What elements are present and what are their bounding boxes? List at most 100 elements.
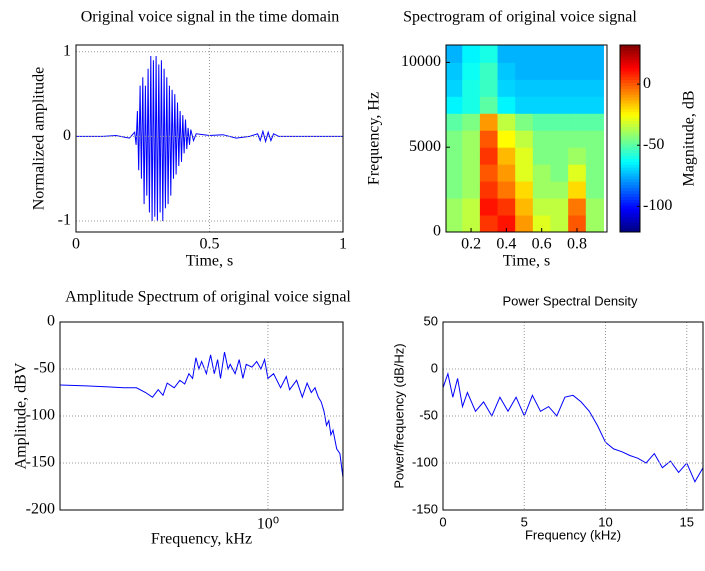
heatmap-cell — [515, 215, 534, 232]
heatmap-cell — [497, 164, 516, 182]
colorbar-segment — [620, 156, 640, 160]
panel-title: Power Spectral Density — [502, 293, 638, 308]
heatmap-cell — [515, 130, 534, 148]
colorbar-segment — [620, 65, 640, 69]
signal-line — [76, 55, 343, 222]
heatmap-cell — [568, 79, 587, 97]
heatmap-cell — [446, 79, 463, 97]
heatmap-cell — [532, 198, 552, 216]
heatmap-cell — [462, 45, 481, 63]
heatmap-cell — [515, 113, 534, 131]
heatmap-cell — [462, 164, 481, 182]
x-tick-label: 0.8 — [567, 236, 587, 253]
colorbar-segment — [620, 120, 640, 125]
y-tick-label: -50 — [34, 360, 55, 377]
colorbar-segment — [620, 71, 640, 75]
x-axis-label: Time, s — [186, 253, 233, 270]
heatmap-cell — [550, 62, 569, 80]
heatmap-cell — [497, 198, 516, 216]
heatmap — [446, 45, 604, 232]
heatmap-cell — [550, 164, 569, 182]
heatmap-cell — [568, 96, 587, 114]
heatmap-cell — [497, 147, 516, 165]
x-tick-label: 0 — [439, 514, 446, 529]
heatmap-cell — [532, 62, 552, 80]
heatmap-cell — [585, 181, 604, 199]
colorbar-segment — [620, 56, 640, 61]
colorbar-segment — [620, 50, 640, 55]
heatmap-cell — [462, 113, 481, 131]
colorbar-segment — [620, 176, 640, 180]
y-axis-label: Power/frequency (dB/Hz) — [391, 343, 406, 488]
colorbar-segment — [620, 129, 640, 134]
x-tick-label: 1 — [339, 236, 347, 253]
heatmap-cell — [479, 96, 499, 114]
colorbar-segment — [620, 138, 640, 142]
y-tick-label: 1 — [63, 42, 71, 59]
heatmap-cell — [550, 45, 569, 63]
x-tick-label: 15 — [680, 514, 694, 529]
colorbar-segment — [620, 100, 640, 104]
colorbar-segment — [620, 118, 640, 122]
colorbar-segment — [620, 147, 640, 151]
axes-frame — [75, 44, 344, 233]
colorbar-segment — [620, 226, 640, 230]
heatmap-cell — [462, 130, 481, 148]
colorbar-segment — [620, 112, 640, 116]
heatmap-cell — [550, 198, 569, 216]
panel-title: Spectrogram of original voice signal — [403, 9, 637, 26]
heatmap-cell — [515, 164, 534, 182]
heatmap-cell — [532, 130, 552, 148]
heatmap-cell — [446, 215, 463, 232]
heatmap-cell — [515, 62, 534, 80]
colorbar-segment — [620, 126, 640, 131]
heatmap-cell — [479, 79, 499, 97]
heatmap-cell — [585, 62, 604, 80]
colorbar-segment — [620, 164, 640, 169]
y-axis-label: Frequency, Hz — [366, 92, 383, 185]
y-tick-label: 0 — [433, 223, 441, 240]
colorbar-segment — [620, 170, 640, 175]
x-tick-label: 0.6 — [532, 236, 552, 253]
heatmap-cell — [568, 181, 587, 199]
colorbar-segment — [620, 194, 640, 198]
colorbar-tick-label: -50 — [643, 136, 664, 153]
colorbar-segment — [620, 182, 640, 186]
colorbar-segment — [620, 167, 640, 172]
heatmap-cell — [479, 147, 499, 165]
x-tick-label: 10 — [598, 514, 612, 529]
colorbar-segment — [620, 47, 640, 52]
heatmap-cell — [550, 79, 569, 97]
heatmap-cell — [550, 96, 569, 114]
x-tick-label: 0 — [72, 236, 80, 253]
signal-line — [443, 371, 703, 483]
heatmap-cell — [515, 181, 534, 199]
colorbar-segment — [620, 135, 640, 139]
y-tick-label: -1 — [58, 212, 71, 229]
x-tick-label: 0.4 — [496, 236, 516, 253]
heatmap-cell — [446, 164, 463, 182]
y-tick-label: 10000 — [401, 53, 441, 70]
x-tick-label: 5 — [521, 514, 528, 529]
heatmap-cell — [532, 147, 552, 165]
heatmap-cell — [515, 45, 534, 63]
heatmap-cell — [462, 62, 481, 80]
x-axis-label: Time, s — [503, 253, 550, 270]
colorbar-segment — [620, 106, 640, 110]
heatmap-cell — [479, 215, 499, 232]
heatmap-cell — [515, 198, 534, 216]
heatmap-cell — [585, 113, 604, 131]
heatmap-cell — [515, 96, 534, 114]
colorbar-segment — [620, 161, 640, 166]
heatmap-cell — [497, 96, 516, 114]
colorbar-segment — [620, 158, 640, 163]
colorbar-segment — [620, 150, 640, 154]
y-tick-label: -100 — [412, 454, 438, 469]
heatmap-cell — [532, 164, 552, 182]
colorbar-segment — [620, 223, 640, 227]
heatmap-cell — [515, 79, 534, 97]
heatmap-cell — [479, 164, 499, 182]
colorbar-segment — [620, 141, 640, 145]
heatmap-cell — [568, 45, 587, 63]
